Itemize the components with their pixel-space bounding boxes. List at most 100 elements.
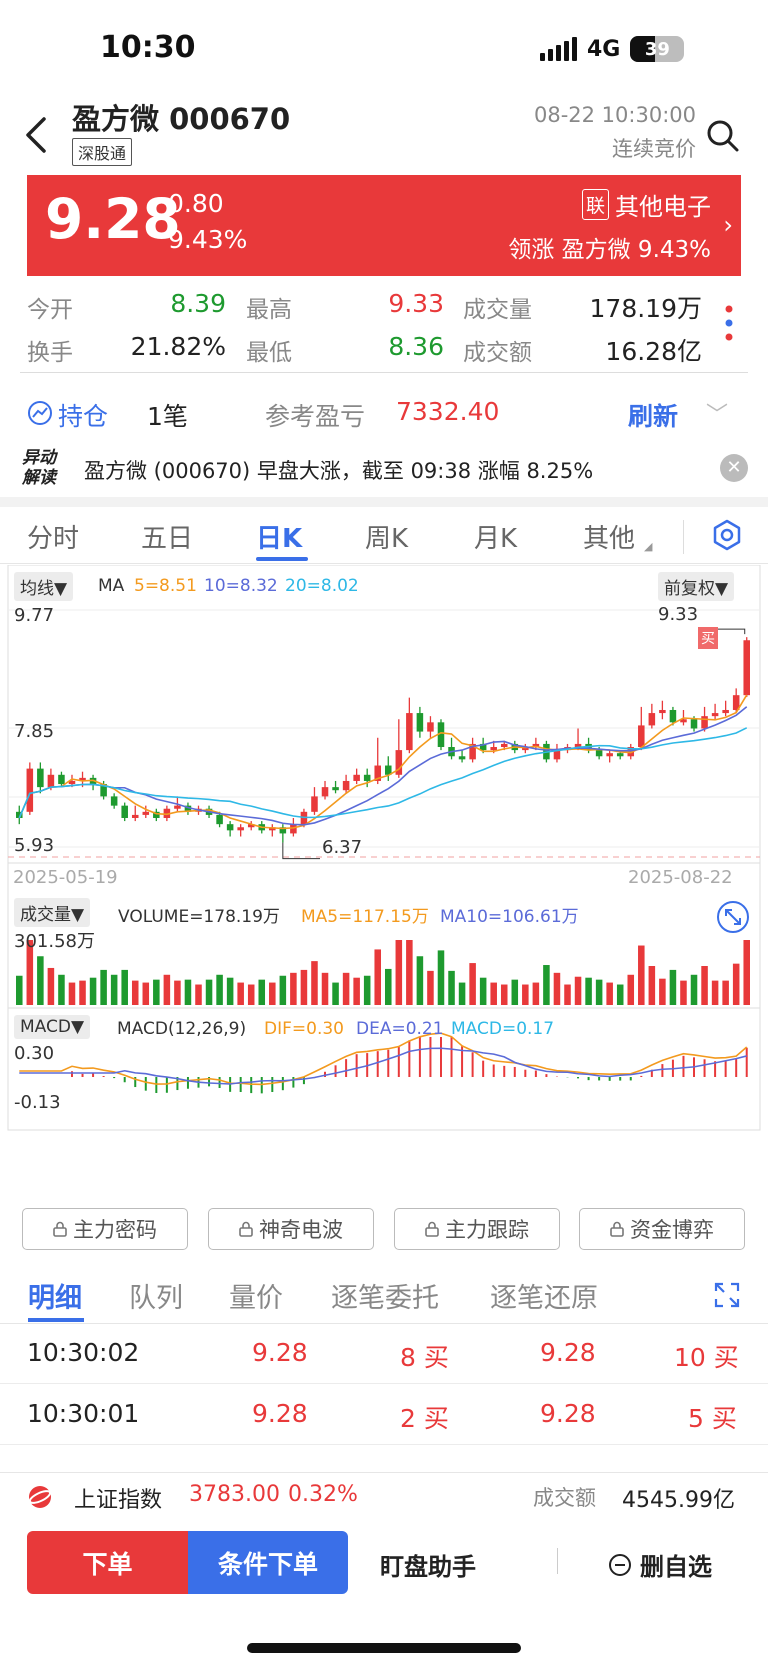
order-button[interactable]: 下单 bbox=[27, 1531, 188, 1594]
adjust-selector[interactable]: 前复权▼ bbox=[658, 572, 735, 601]
tool-tracking[interactable]: 主力跟踪 bbox=[394, 1208, 560, 1250]
tab-daily-k[interactable]: 日K bbox=[256, 524, 303, 554]
expand-chart-icon[interactable] bbox=[716, 900, 750, 934]
tool-main-code[interactable]: 主力密码 bbox=[22, 1208, 188, 1250]
price-axis-mid: 7.85 bbox=[14, 721, 55, 742]
low-label: 最低 bbox=[246, 340, 292, 366]
candle-body bbox=[669, 709, 677, 723]
close-icon[interactable]: ✕ bbox=[720, 454, 748, 482]
price-axis-max: 9.77 bbox=[14, 605, 55, 626]
ma5-value: 5=8.51 bbox=[134, 576, 197, 596]
volume-bar bbox=[121, 969, 128, 1005]
volume-bar bbox=[142, 982, 150, 1005]
volume-bar bbox=[574, 976, 582, 1005]
tab-tick-restore[interactable]: 逐笔还原 bbox=[490, 1283, 598, 1314]
trade-price: 9.28 bbox=[540, 1338, 596, 1367]
candle-body bbox=[722, 709, 729, 714]
candle-body bbox=[437, 722, 445, 748]
index-value: 3783.00 bbox=[189, 1482, 280, 1507]
high-value: 9.33 bbox=[388, 289, 444, 318]
volume-bar bbox=[532, 982, 540, 1005]
monitor-assistant-button[interactable]: 盯盘助手 bbox=[380, 1553, 476, 1581]
volume-selector[interactable]: 成交量▼ bbox=[14, 898, 91, 927]
low-marker: 6.37 bbox=[322, 837, 363, 858]
holding-label[interactable]: 持仓 bbox=[58, 402, 109, 431]
search-icon[interactable] bbox=[706, 119, 740, 153]
volume-bar bbox=[321, 972, 329, 1005]
volume-bar bbox=[479, 977, 487, 1005]
turnover-rate-label: 换手 bbox=[27, 340, 73, 366]
volume-label: 成交量 bbox=[463, 297, 532, 323]
sector-link[interactable]: 联 其他电子 bbox=[581, 187, 711, 222]
index-name: 上证指数 bbox=[74, 1488, 163, 1513]
index-bar[interactable] bbox=[0, 1472, 768, 1522]
candle-body bbox=[269, 827, 276, 831]
back-icon[interactable] bbox=[22, 115, 52, 155]
tab-intraday[interactable]: 分时 bbox=[27, 524, 80, 554]
candle-body bbox=[79, 777, 86, 781]
battery-icon: 39 bbox=[630, 36, 685, 62]
fullscreen-icon[interactable] bbox=[713, 1281, 741, 1309]
dif-value: DIF=0.30 bbox=[264, 1019, 344, 1039]
tool-wave[interactable]: 神奇电波 bbox=[208, 1208, 374, 1250]
candle-body bbox=[532, 743, 540, 748]
candle-body bbox=[321, 787, 329, 797]
tab-other[interactable]: 其他 bbox=[583, 524, 636, 554]
remove-watchlist-button[interactable]: 删自选 bbox=[608, 1547, 712, 1582]
candle-body bbox=[342, 780, 350, 791]
volume-bar bbox=[427, 970, 434, 1005]
chevron-right-icon: › bbox=[723, 211, 733, 239]
anomaly-logo: 异动 解读 bbox=[22, 448, 64, 490]
volume-bar bbox=[269, 982, 276, 1005]
volume-bar bbox=[311, 961, 318, 1005]
volume-bar bbox=[237, 982, 244, 1005]
ma20-value: 20=8.02 bbox=[285, 576, 359, 596]
tab-tick-orders[interactable]: 逐笔委托 bbox=[331, 1283, 439, 1314]
volume-bar bbox=[216, 974, 223, 1005]
trade-volume: 2 买 bbox=[400, 1404, 449, 1433]
open-value: 8.39 bbox=[170, 289, 226, 318]
trade-volume: 8 买 bbox=[400, 1343, 449, 1372]
candle-body bbox=[100, 784, 107, 797]
volume-bar bbox=[226, 977, 234, 1005]
lock-icon bbox=[53, 1221, 67, 1237]
last-price: 9.28 bbox=[45, 187, 181, 251]
candle-body bbox=[701, 716, 708, 729]
candle-body bbox=[153, 811, 160, 818]
conditional-order-button[interactable]: 条件下单 bbox=[188, 1531, 348, 1594]
candle-body bbox=[16, 811, 23, 818]
tool-fund-game[interactable]: 资金博弈 bbox=[579, 1208, 745, 1250]
price-banner[interactable]: 9.28 0.80 9.43% 联 其他电子 领涨 盈方微 9.43% › bbox=[27, 175, 741, 276]
macd-selector[interactable]: MACD▼ bbox=[14, 1015, 91, 1039]
dea-line bbox=[19, 1047, 747, 1085]
volume-bar bbox=[290, 972, 297, 1005]
volume-bar bbox=[332, 982, 339, 1005]
candle-body bbox=[522, 747, 529, 751]
volume-bar bbox=[627, 974, 635, 1005]
chevron-down-icon[interactable]: ﹀ bbox=[706, 403, 729, 428]
tab-detail[interactable]: 明细 bbox=[28, 1283, 82, 1314]
tab-weekly-k[interactable]: 周K bbox=[365, 524, 409, 554]
refresh-button[interactable]: 刷新 bbox=[628, 402, 679, 431]
buy-marker: 买 bbox=[698, 627, 718, 649]
candle-body bbox=[142, 811, 150, 815]
ma-selector[interactable]: 均线▼ bbox=[14, 572, 74, 601]
market-turnover-value: 4545.99亿 bbox=[622, 1488, 735, 1513]
ma10-value: 10=8.32 bbox=[204, 576, 278, 596]
tab-monthly-k[interactable]: 月K bbox=[474, 524, 518, 554]
candle-body bbox=[174, 805, 181, 809]
pnl-value: 7332.40 bbox=[396, 397, 500, 426]
divider bbox=[0, 1323, 768, 1324]
candle-body bbox=[216, 814, 223, 825]
more-vertical-icon[interactable] bbox=[723, 303, 735, 343]
trade-row: 10:30:01 9.28 2 买 9.28 5 买 bbox=[0, 1385, 768, 1445]
trend-icon bbox=[28, 401, 52, 425]
news-headline[interactable]: 盈方微 (000670) 早盘大涨，截至 09:38 涨幅 8.25% bbox=[84, 459, 594, 483]
gear-icon[interactable] bbox=[711, 519, 743, 551]
tab-volume-price[interactable]: 量价 bbox=[229, 1283, 283, 1314]
tab-five-day[interactable]: 五日 bbox=[141, 524, 194, 554]
kline-chart[interactable]: 均线▼ MA 5=8.51 10=8.32 20=8.02 前复权▼ 9.77 … bbox=[0, 564, 768, 1193]
tab-queue[interactable]: 队列 bbox=[129, 1283, 183, 1314]
candle-body bbox=[406, 713, 413, 751]
volume-bar bbox=[500, 984, 508, 1005]
